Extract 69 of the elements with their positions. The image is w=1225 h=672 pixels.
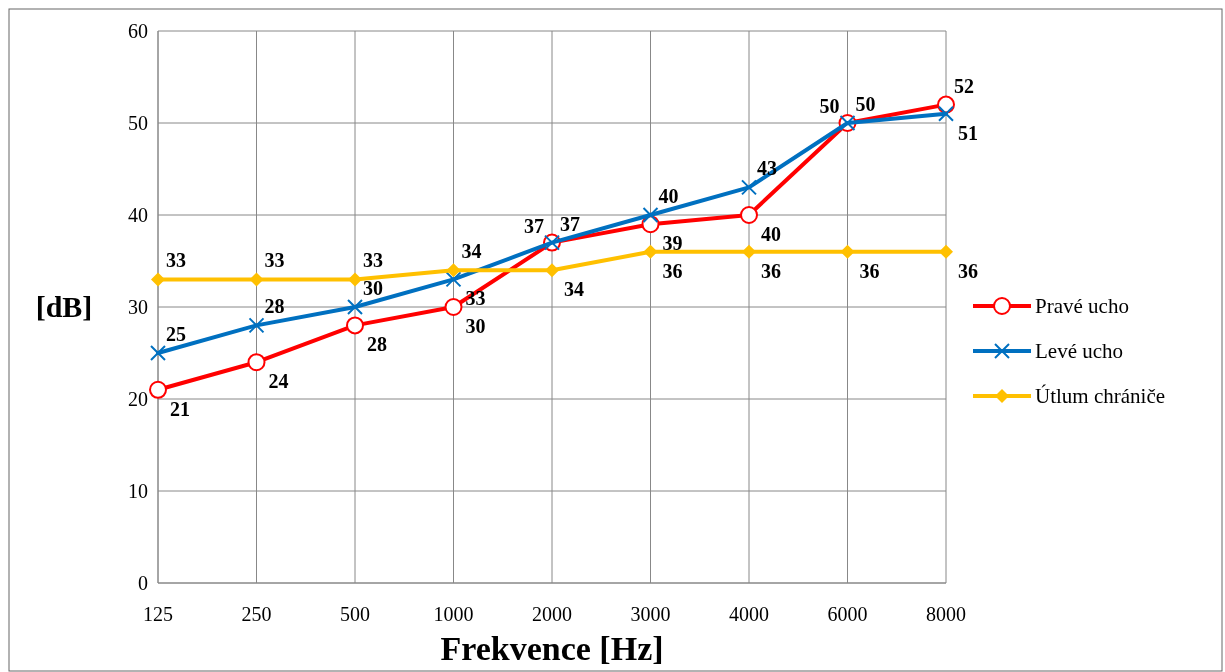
y-tick-label: 60 xyxy=(128,20,148,42)
data-label: 50 xyxy=(855,93,876,115)
data-label: 39 xyxy=(662,232,683,255)
point xyxy=(348,272,362,287)
y-tick-label: 10 xyxy=(128,480,148,502)
data-label: 33 xyxy=(166,249,186,272)
x-tick-label: 3000 xyxy=(630,603,671,625)
data-label: 50 xyxy=(819,95,840,117)
point xyxy=(151,272,165,287)
data-label: 36 xyxy=(662,259,683,282)
point xyxy=(642,207,659,223)
x-axis-title: Frekvence [Hz] xyxy=(440,630,664,667)
data-label: 33 xyxy=(465,287,486,310)
x-tick-label: 1000 xyxy=(433,603,474,625)
data-label: 24 xyxy=(268,370,289,393)
x-tick-label: 8000 xyxy=(926,603,966,625)
point xyxy=(149,380,167,399)
point xyxy=(346,316,364,335)
y-axis-title: [dB] xyxy=(35,290,93,323)
data-label: 37 xyxy=(560,212,580,235)
data-label: 30 xyxy=(465,315,486,337)
data-label: 33 xyxy=(264,249,285,272)
x-tick-label: 125 xyxy=(143,603,173,625)
legend-label: Levé ucho xyxy=(1035,339,1124,364)
data-label: 30 xyxy=(363,277,383,299)
x-tick-label: 250 xyxy=(241,603,272,625)
data-label: 52 xyxy=(954,74,974,97)
point xyxy=(742,244,756,259)
data-label: 36 xyxy=(859,259,880,282)
point xyxy=(347,299,363,315)
data-label: 28 xyxy=(264,295,285,318)
data-label: 34 xyxy=(564,278,584,301)
data-label: 34 xyxy=(461,240,482,263)
legend-label: Útlum chrániče xyxy=(1035,384,1166,409)
data-label: 28 xyxy=(367,333,387,356)
point xyxy=(545,263,559,278)
data-label: 36 xyxy=(958,259,978,282)
data-label: 51 xyxy=(958,121,978,144)
legend-label: Pravé ucho xyxy=(1035,294,1129,319)
data-label: 36 xyxy=(761,259,781,282)
y-tick-label: 50 xyxy=(128,112,148,134)
point xyxy=(150,345,166,361)
data-label: 25 xyxy=(166,323,186,345)
data-label: 33 xyxy=(363,249,383,272)
point xyxy=(446,263,461,278)
data-label: 21 xyxy=(170,397,190,420)
point xyxy=(444,298,463,316)
y-tick-label: 20 xyxy=(128,388,148,410)
point xyxy=(445,271,462,288)
data-label: 40 xyxy=(761,223,781,245)
x-tick-label: 500 xyxy=(340,603,370,625)
point xyxy=(248,317,265,334)
point xyxy=(249,272,264,287)
y-tick-label: 30 xyxy=(128,296,148,318)
point xyxy=(939,244,953,259)
point xyxy=(247,353,266,372)
point xyxy=(741,179,757,196)
point xyxy=(643,244,658,259)
y-tick-label: 0 xyxy=(138,572,148,594)
x-tick-label: 4000 xyxy=(729,603,769,625)
point xyxy=(938,105,954,122)
data-label: 43 xyxy=(757,157,777,180)
x-tick-label: 2000 xyxy=(532,603,572,625)
point xyxy=(840,244,855,259)
data-label: 40 xyxy=(658,185,679,207)
point xyxy=(740,206,758,224)
data-label: 37 xyxy=(524,214,544,237)
y-tick-label: 40 xyxy=(128,204,148,226)
x-tick-label: 6000 xyxy=(827,603,868,625)
